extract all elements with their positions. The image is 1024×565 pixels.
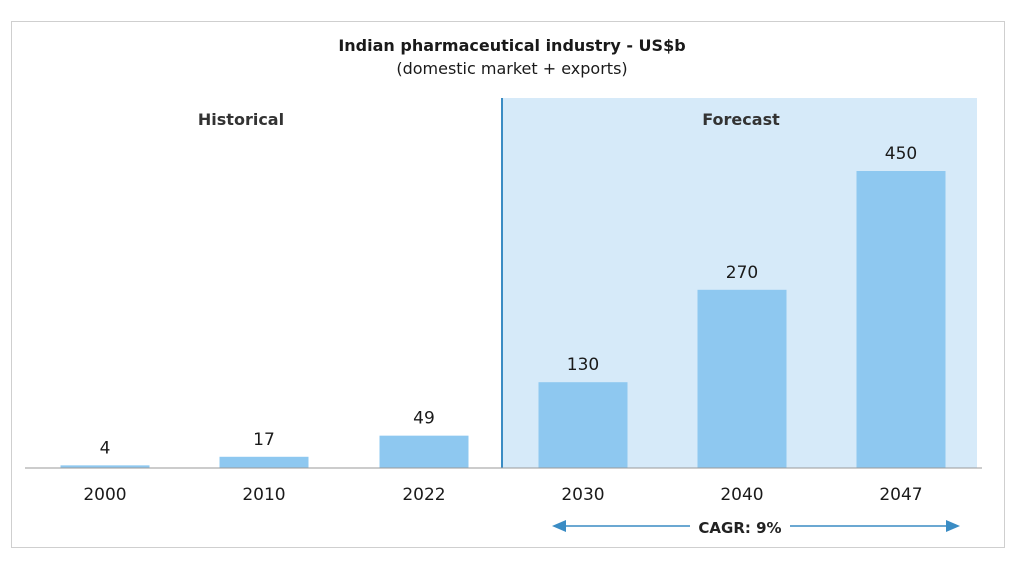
data-label-2000: 4 <box>100 438 111 458</box>
bar-2010 <box>219 456 309 468</box>
x-tick-2040: 2040 <box>720 485 763 505</box>
bar-2030 <box>538 382 628 468</box>
x-tick-2022: 2022 <box>402 485 445 505</box>
data-label-2047: 450 <box>885 144 917 164</box>
x-tick-2047: 2047 <box>879 485 922 505</box>
data-label-2022: 49 <box>413 409 435 429</box>
historical-label: Historical <box>197 110 285 129</box>
bar-2000 <box>60 465 150 468</box>
x-tick-2030: 2030 <box>561 485 604 505</box>
chart-subtitle: (domestic market + exports) <box>396 59 628 78</box>
x-tick-2000: 2000 <box>83 485 126 505</box>
forecast-label: Forecast <box>702 110 780 129</box>
chart-title: Indian pharmaceutical industry - US$b <box>338 36 686 55</box>
bar-2040 <box>697 289 787 468</box>
cagr-label: CAGR: 9% <box>690 519 790 537</box>
data-label-2010: 17 <box>253 430 275 450</box>
x-tick-2010: 2010 <box>242 485 285 505</box>
data-label-2030: 130 <box>567 355 599 375</box>
chart-frame <box>11 21 1005 548</box>
bar-2022 <box>379 435 469 468</box>
bar-2047 <box>856 171 946 468</box>
data-label-2040: 270 <box>726 263 758 283</box>
